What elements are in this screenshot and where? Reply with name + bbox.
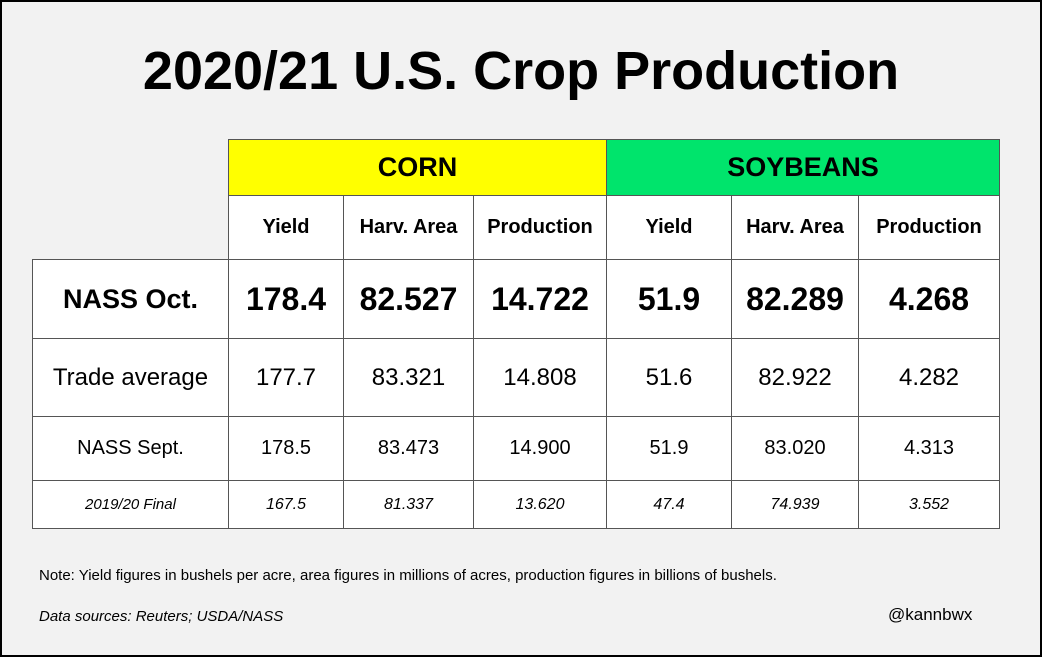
table-cell: 178.5 — [228, 416, 344, 481]
table-cell: 82.289 — [731, 259, 859, 339]
column-header: Production — [473, 195, 607, 260]
table-cell: 47.4 — [606, 480, 732, 529]
row-label: NASS Sept. — [32, 416, 229, 481]
column-header: Harv. Area — [731, 195, 859, 260]
table-cell: 4.268 — [858, 259, 1000, 339]
table-cell: 83.020 — [731, 416, 859, 481]
row-label: Trade average — [32, 338, 229, 417]
table-cell: 51.9 — [606, 259, 732, 339]
table-cell: 178.4 — [228, 259, 344, 339]
table-cell: 81.337 — [343, 480, 474, 529]
table-cell: 14.722 — [473, 259, 607, 339]
table-cell: 74.939 — [731, 480, 859, 529]
table-cell: 83.473 — [343, 416, 474, 481]
column-header: Harv. Area — [343, 195, 474, 260]
title: 2020/21 U.S. Crop Production — [142, 41, 900, 101]
table-cell: 3.552 — [858, 480, 1000, 529]
table-cell: 177.7 — [228, 338, 344, 417]
table-cell: 167.5 — [228, 480, 344, 529]
handle: @kannbwx — [888, 605, 973, 624]
table-cell: 82.527 — [343, 259, 474, 339]
table-cell: 14.900 — [473, 416, 607, 481]
table-cell: 4.282 — [858, 338, 1000, 417]
note: Note: Yield figures in bushels per acre,… — [39, 567, 777, 584]
column-header: Yield — [606, 195, 732, 260]
group-header: CORN — [228, 139, 607, 196]
row-label: NASS Oct. — [32, 259, 229, 339]
table-cell: 14.808 — [473, 338, 607, 417]
table-cell: 13.620 — [473, 480, 607, 529]
group-header: SOYBEANS — [606, 139, 1000, 196]
table-cell: 4.313 — [858, 416, 1000, 481]
table-cell: 82.922 — [731, 338, 859, 417]
column-header: Yield — [228, 195, 344, 260]
column-header: Production — [858, 195, 1000, 260]
table-cell: 83.321 — [343, 338, 474, 417]
row-label: 2019/20 Final — [32, 480, 229, 529]
table-cell: 51.9 — [606, 416, 732, 481]
source: Data sources: Reuters; USDA/NASS — [39, 608, 284, 625]
table-cell: 51.6 — [606, 338, 732, 417]
